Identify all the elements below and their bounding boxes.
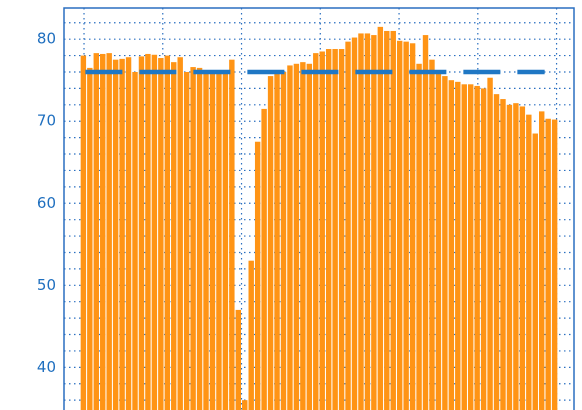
bar [442,76,448,410]
bar [87,67,93,410]
bar [280,71,287,410]
bar [377,26,384,410]
bar [300,62,306,410]
y-tick-label: 60 [37,194,56,212]
bar [196,67,203,410]
bar [106,53,112,410]
bar [93,53,99,410]
bar [455,81,461,410]
bar [183,71,190,410]
bar [493,94,500,410]
bar [467,84,474,410]
bar [332,49,338,410]
bar [145,53,151,410]
bar [435,73,442,410]
bar [293,63,300,410]
bar [177,57,183,410]
bar [138,56,145,410]
bar [506,104,513,410]
bar [267,76,274,410]
bar [151,54,158,410]
bar [274,73,280,410]
bar [351,37,358,410]
bar [539,111,545,410]
bar [474,85,480,410]
bar [248,260,254,410]
bar [403,41,409,410]
bar [500,99,506,410]
bar [358,33,364,410]
bar [132,71,138,410]
bar [409,43,416,410]
y-tick-label: 50 [37,276,56,294]
bar [306,63,313,410]
bar [125,57,132,410]
bar [480,88,487,410]
bar [209,71,216,410]
bar [242,400,248,410]
bar [338,49,345,410]
bar [551,119,558,410]
bar [112,59,119,410]
bar [364,33,371,410]
bar [461,84,467,410]
bar [287,65,293,410]
y-tick-label: 80 [37,30,56,48]
bar [261,108,267,410]
bar [532,133,538,410]
bar [345,41,351,410]
bar [390,30,396,410]
bar [190,67,196,410]
bar [235,309,242,410]
bar [384,30,390,410]
bar [422,35,429,410]
bar [164,55,171,410]
bar [158,58,164,410]
bar [487,77,493,410]
y-tick-label: 70 [37,112,56,130]
y-tick-label: 40 [37,358,56,376]
bar [396,40,403,410]
bar [254,141,261,410]
bar [325,49,332,410]
bar [119,58,125,410]
bar [519,106,526,410]
plot-border [63,7,575,410]
bar [171,62,177,410]
bar [229,59,235,410]
bar [216,71,222,410]
bar [222,71,229,410]
bar [203,71,209,410]
bar [416,63,422,410]
bar [448,80,455,410]
bar [526,114,532,410]
bar [319,51,325,410]
bar [371,35,377,410]
bar [80,55,87,410]
bar [100,53,106,410]
bar [313,53,319,410]
bar [513,103,519,410]
bar [429,59,435,410]
bar [545,118,551,410]
